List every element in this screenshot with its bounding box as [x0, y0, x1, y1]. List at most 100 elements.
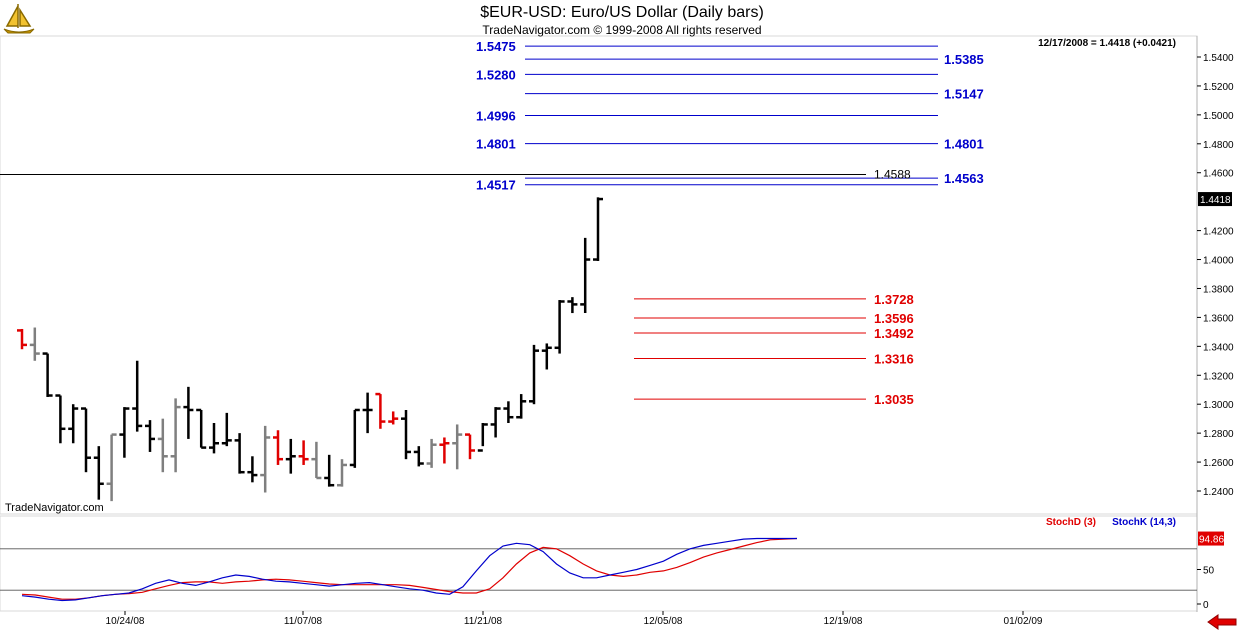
ohlc-bar — [311, 441, 322, 480]
fib-level-label: 1.4801 — [476, 137, 516, 152]
ohlc-bar — [375, 392, 386, 429]
ohlc-bar — [17, 328, 27, 350]
stoch-last-box — [1198, 531, 1224, 546]
price-tick-label: 1.4000 — [1203, 256, 1234, 267]
ohlc-bar — [221, 412, 232, 447]
price-tick-label: 1.4200 — [1203, 227, 1234, 238]
price-bars — [17, 197, 603, 502]
fib-level-label: 1.5385 — [944, 52, 984, 67]
ohlc-bar — [93, 446, 104, 500]
last-price-box — [1198, 192, 1232, 207]
fib-level-label: 1.4996 — [476, 108, 516, 123]
price-tick-label: 1.4600 — [1203, 169, 1234, 180]
price-tick-label: 1.3200 — [1203, 371, 1234, 382]
ohlc-bar — [273, 430, 283, 465]
watermark: TradeNavigator.com — [5, 502, 104, 514]
ohlc-bar — [298, 440, 309, 465]
date-tick-label: 11/21/08 — [464, 616, 503, 627]
resistance-label: 1.4588 — [874, 167, 911, 181]
ohlc-bar — [234, 433, 245, 474]
ohlc-bar — [477, 423, 488, 452]
fib-level-label: 1.3728 — [874, 292, 914, 307]
stoch-tick-label: 50 — [1203, 566, 1215, 577]
date-tick-label: 12/19/08 — [824, 616, 863, 627]
stoch-d-line — [21, 537, 798, 600]
ohlc-bar — [490, 407, 501, 438]
ohlc-bar — [388, 411, 399, 425]
ohlc-bar — [541, 343, 552, 370]
price-tick-label: 1.5400 — [1203, 53, 1234, 64]
ohlc-bar — [119, 407, 130, 458]
ohlc-bar — [68, 404, 79, 444]
fib-level-label: 1.3035 — [874, 392, 914, 407]
chart-subtitle: TradeNavigator.com © 1999-2008 All right… — [482, 23, 761, 37]
ohlc-bar — [42, 352, 53, 397]
ohlc-bar — [516, 394, 527, 419]
ohlc-bar — [580, 237, 591, 314]
ohlc-bar — [554, 300, 565, 354]
fib-level-label: 1.4517 — [476, 178, 516, 193]
ohlc-bar — [29, 327, 40, 361]
ohlc-bar — [439, 437, 450, 464]
ohlc-bar — [145, 420, 155, 452]
price-axis: 1.5400 1.5200 1.5000 1.4800 1.4600 1.4418 1.42… — [1197, 53, 1234, 498]
fib-level-label: 1.5280 — [476, 67, 516, 82]
ohlc-bar — [337, 459, 347, 487]
fib-level-label: 1.3492 — [874, 326, 914, 341]
price-tick-label: 1.2600 — [1203, 458, 1234, 469]
price-tick-label: 1.2400 — [1203, 487, 1234, 498]
ohlc-bar — [324, 454, 335, 487]
left-arrow-icon[interactable] — [1207, 614, 1237, 630]
price-tick-label: 1.3600 — [1203, 313, 1234, 324]
fib-level-label: 1.3316 — [874, 351, 914, 366]
ohlc-bar — [503, 401, 514, 424]
ohlc-bar — [209, 423, 219, 454]
fib-level-label: 1.4563 — [944, 171, 984, 186]
ohlc-bar — [106, 433, 117, 502]
stoch-last-label: 94.86 — [1199, 535, 1224, 546]
price-tick-label: 1.5200 — [1203, 82, 1234, 93]
ohlc-bar — [593, 197, 603, 261]
fib-level-label: 1.3596 — [874, 311, 914, 326]
ohlc-bar — [349, 408, 360, 468]
ohlc-bar — [452, 424, 463, 470]
ohlc-bar — [567, 297, 578, 314]
price-tick-label: 1.3800 — [1203, 284, 1234, 295]
ohlc-bar — [132, 360, 143, 432]
ohlc-bar — [362, 392, 373, 434]
ohlc-bar — [426, 438, 437, 468]
date-tick-label: 11/07/08 — [284, 616, 323, 627]
ohlc-bar — [285, 438, 296, 474]
stoch-k-line — [21, 537, 797, 602]
stoch-k-legend: StochK (14,3) — [1112, 517, 1176, 528]
stoch-tick-label: 0 — [1203, 600, 1209, 611]
last-price-label: 1.4418 — [1200, 195, 1231, 206]
ohlc-bar — [55, 394, 66, 444]
stoch-d-legend: StochD (3) — [1046, 517, 1096, 528]
ohlc-bar — [170, 398, 181, 473]
ohlc-bar — [465, 433, 475, 460]
ohlc-bar — [413, 446, 424, 467]
ohlc-bar — [81, 407, 91, 473]
last-quote: 12/17/2008 = 1.4418 (+0.0421) — [1038, 38, 1176, 49]
ohlc-bar — [196, 408, 207, 449]
date-tick-label: 10/24/08 — [106, 616, 145, 627]
date-axis: 10/24/08 11/07/08 11/21/08 12/05/08 12/19/08… — [106, 611, 1043, 627]
date-tick-label: 12/05/08 — [644, 616, 683, 627]
ohlc-bar — [157, 418, 168, 473]
sailboat-icon — [3, 4, 35, 34]
fib-level-label: 1.5147 — [944, 87, 984, 102]
date-tick-label: 01/02/09 — [1004, 616, 1043, 627]
ohlc-bar — [529, 344, 539, 405]
ohlc-bar — [247, 456, 258, 483]
stochastic-panel: 94.86 50 0 — [0, 531, 1224, 611]
price-tick-label: 1.4800 — [1203, 140, 1234, 151]
chart-title: $EUR-USD: Euro/US Dollar (Daily bars) — [480, 4, 764, 21]
fib-level-label: 1.5475 — [476, 39, 516, 54]
price-tick-label: 1.3000 — [1203, 400, 1234, 411]
ohlc-bar — [183, 386, 194, 439]
price-tick-label: 1.5000 — [1203, 111, 1234, 122]
ohlc-bar — [401, 409, 411, 460]
